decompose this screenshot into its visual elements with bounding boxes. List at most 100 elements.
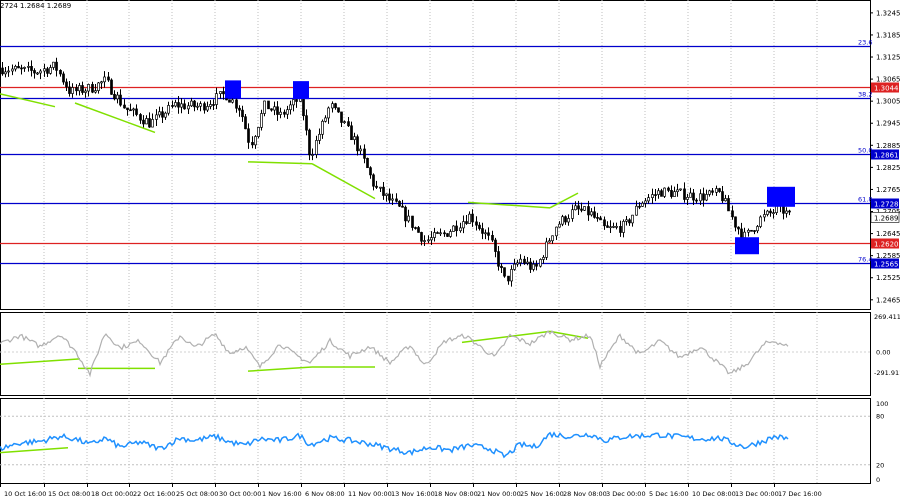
candle-body bbox=[772, 212, 775, 214]
time-label: 22 Oct 16:00 bbox=[133, 490, 175, 498]
level-tag-text-fibo-50.0: 1.2861 bbox=[874, 152, 899, 160]
candle-body bbox=[116, 94, 119, 100]
candle-body bbox=[7, 70, 10, 73]
candle-body bbox=[235, 99, 238, 109]
rsi-axis-100: 100 bbox=[876, 400, 888, 408]
candle-body bbox=[100, 81, 103, 84]
candle-body bbox=[523, 258, 526, 264]
candle-body bbox=[273, 106, 276, 111]
price-tick-label: 1.3245 bbox=[876, 9, 900, 17]
candle-body bbox=[65, 81, 68, 88]
candle-body bbox=[519, 258, 522, 264]
candle-body bbox=[401, 205, 404, 208]
candle-body bbox=[97, 82, 100, 91]
candle-body bbox=[436, 232, 439, 234]
candle-body bbox=[433, 232, 436, 238]
candle-body bbox=[747, 229, 750, 233]
candle-body bbox=[126, 107, 129, 111]
candle-body bbox=[385, 193, 388, 196]
candle-body bbox=[577, 205, 580, 210]
candle-body bbox=[353, 136, 356, 141]
candle-body bbox=[503, 267, 506, 277]
time-label: 13 Dec 00:00 bbox=[735, 490, 779, 498]
candle-body bbox=[654, 194, 657, 196]
signal-box bbox=[293, 81, 309, 100]
candle-body bbox=[404, 206, 407, 222]
candle-body bbox=[785, 210, 788, 214]
candle-body bbox=[663, 187, 666, 197]
green-trendline-cci bbox=[0, 358, 81, 366]
candle-body bbox=[398, 200, 401, 207]
candle-body bbox=[14, 66, 17, 70]
candle-body bbox=[619, 226, 622, 233]
level-tag-fibo-76.4 bbox=[871, 258, 899, 269]
candle-body bbox=[123, 104, 126, 109]
time-label: 30 Oct 00:00 bbox=[219, 490, 261, 498]
candle-body bbox=[315, 140, 318, 155]
candle-body bbox=[11, 68, 14, 72]
candle-body bbox=[375, 185, 378, 188]
candle-body bbox=[603, 219, 606, 227]
candle-body bbox=[382, 186, 385, 196]
candle-body bbox=[647, 197, 650, 202]
time-label: 17 Dec 16:00 bbox=[778, 490, 822, 498]
price-tick-label: 1.3065 bbox=[876, 76, 900, 84]
candle-body bbox=[766, 210, 769, 215]
candle-body bbox=[391, 198, 394, 201]
candle-body bbox=[478, 224, 481, 229]
candle-body bbox=[244, 116, 247, 130]
level-label-fibo-61.8: 61.8 bbox=[858, 196, 872, 204]
candle-body bbox=[427, 239, 430, 242]
candle-body bbox=[161, 111, 164, 118]
candle-body bbox=[78, 85, 81, 92]
candle-body bbox=[145, 118, 148, 125]
candle-body bbox=[39, 70, 42, 74]
candle-body bbox=[180, 103, 183, 108]
candle-body bbox=[715, 188, 718, 193]
candle-body bbox=[571, 209, 574, 219]
candle-body bbox=[670, 190, 673, 197]
candle-body bbox=[430, 237, 433, 241]
time-label: 10 Oct 16:00 bbox=[4, 490, 46, 498]
candle-body bbox=[699, 193, 702, 202]
candle-body bbox=[135, 108, 138, 115]
candle-body bbox=[68, 86, 71, 94]
green-trendline bbox=[74, 102, 156, 134]
candle-body bbox=[615, 226, 618, 228]
candle-body bbox=[219, 91, 222, 94]
candle-body bbox=[71, 87, 74, 94]
candle-body bbox=[462, 221, 465, 229]
level-label-fibo-50.0: 50.0 bbox=[858, 147, 872, 155]
candle-body bbox=[254, 136, 257, 146]
candle-body bbox=[52, 61, 55, 68]
price-tick-label: 1.2765 bbox=[876, 186, 900, 194]
candle-body bbox=[359, 148, 362, 152]
candle-body bbox=[327, 107, 330, 119]
candle-body bbox=[20, 67, 23, 70]
candle-body bbox=[599, 217, 602, 221]
candle-body bbox=[276, 106, 279, 115]
candle-body bbox=[465, 221, 468, 224]
candle-body bbox=[321, 120, 324, 135]
candle-body bbox=[199, 103, 202, 107]
candle-body bbox=[628, 219, 631, 224]
candle-body bbox=[702, 193, 705, 201]
candle-body bbox=[500, 265, 503, 269]
candle-body bbox=[129, 109, 132, 112]
candle-body bbox=[395, 198, 398, 202]
price-tick-label: 1.2825 bbox=[876, 164, 900, 172]
candle-body bbox=[718, 188, 721, 192]
candle-body bbox=[350, 125, 353, 141]
candle-body bbox=[449, 231, 452, 237]
candle-body bbox=[59, 69, 62, 75]
candle-body bbox=[292, 99, 295, 106]
candle-body bbox=[343, 121, 346, 123]
candle-body bbox=[587, 206, 590, 216]
candle-body bbox=[641, 202, 644, 207]
rsi-line bbox=[0, 431, 789, 459]
candle-body bbox=[769, 210, 772, 214]
candle-body bbox=[4, 71, 7, 75]
candle-body bbox=[222, 91, 225, 95]
candle-body bbox=[491, 235, 494, 241]
